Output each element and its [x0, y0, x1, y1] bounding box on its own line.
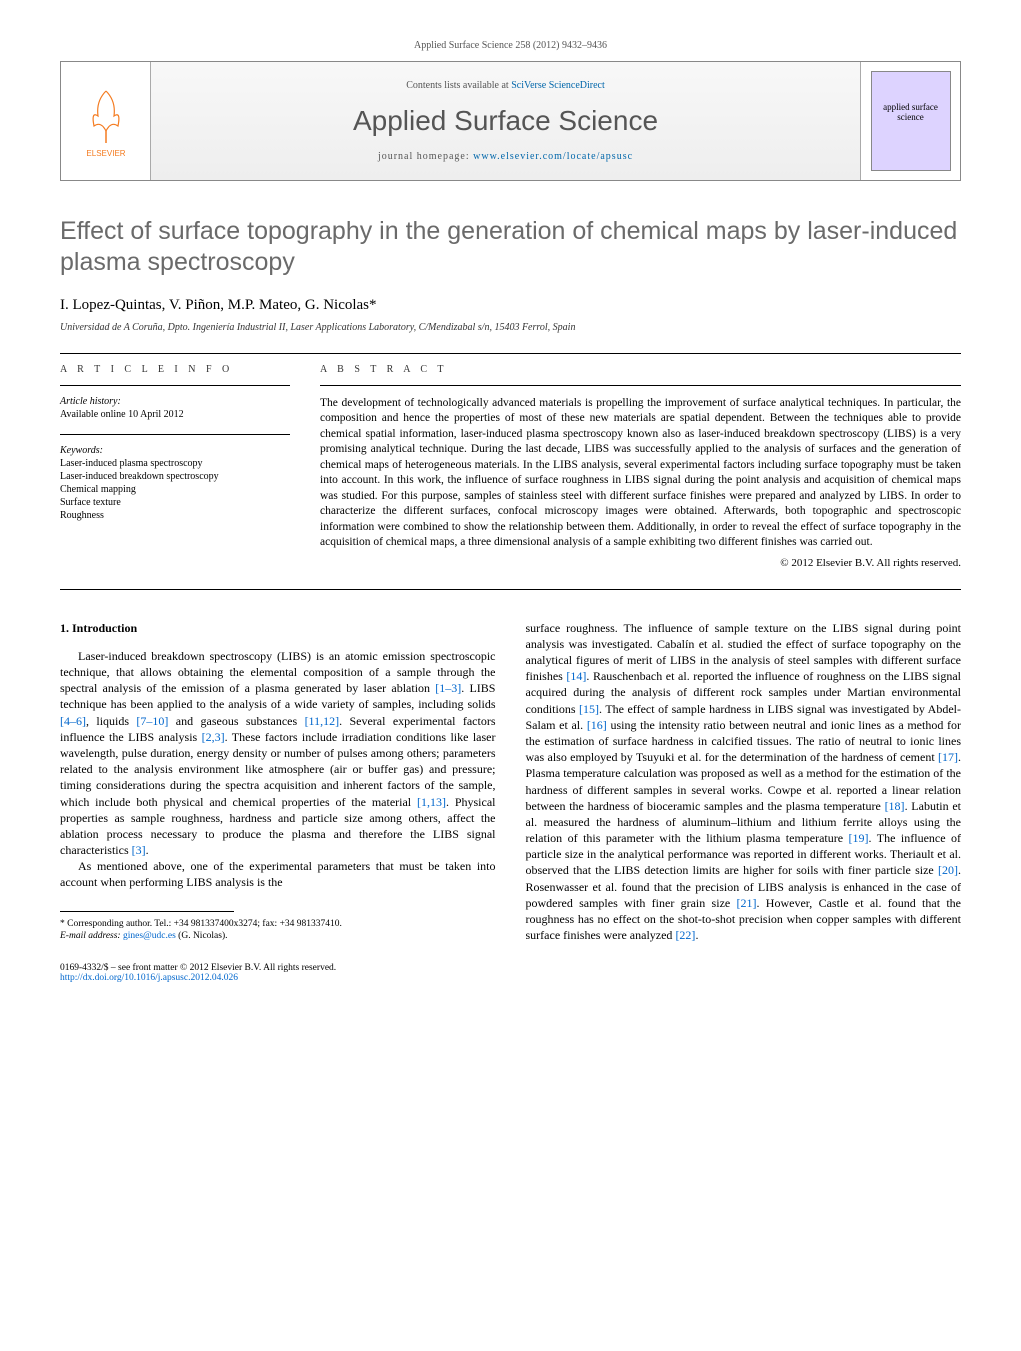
ref-link[interactable]: [1–3] — [435, 681, 461, 695]
front-matter-line: 0169-4332/$ – see front matter © 2012 El… — [60, 963, 961, 973]
keyword: Laser-induced plasma spectroscopy — [60, 458, 290, 469]
ref-link[interactable]: [15] — [579, 702, 599, 716]
ref-link[interactable]: [20] — [938, 863, 958, 877]
abstract-heading: A B S T R A C T — [320, 364, 961, 375]
homepage-link[interactable]: www.elsevier.com/locate/apsusc — [473, 151, 633, 162]
publisher-logo-box: ELSEVIER — [61, 62, 151, 180]
journal-title: Applied Surface Science — [353, 105, 658, 137]
journal-homepage-line: journal homepage: www.elsevier.com/locat… — [378, 151, 633, 162]
running-header: Applied Surface Science 258 (2012) 9432–… — [60, 40, 961, 51]
section-number: 1. — [60, 621, 69, 635]
ref-link[interactable]: [19] — [849, 831, 869, 845]
contents-prefix: Contents lists available at — [406, 80, 511, 91]
keywords-label: Keywords: — [60, 445, 290, 456]
history-available: Available online 10 April 2012 — [60, 409, 290, 420]
svg-text:ELSEVIER: ELSEVIER — [86, 149, 125, 158]
email-link[interactable]: gines@udc.es — [123, 931, 176, 941]
ref-link[interactable]: [4–6] — [60, 714, 86, 728]
cover-thumb-label: applied surface science — [872, 102, 950, 122]
abstract-copyright: © 2012 Elsevier B.V. All rights reserved… — [320, 557, 961, 569]
divider — [320, 385, 961, 386]
journal-masthead: ELSEVIER Contents lists available at Sci… — [60, 61, 961, 181]
ref-link[interactable]: [21] — [737, 896, 757, 910]
author-list: I. Lopez-Quintas, V. Piñon, M.P. Mateo, … — [60, 297, 961, 314]
ref-link[interactable]: [17] — [938, 750, 958, 764]
left-column: 1. Introduction Laser-induced breakdown … — [60, 620, 496, 944]
contents-available-line: Contents lists available at SciVerse Sci… — [406, 80, 605, 91]
ref-link[interactable]: [11,12] — [305, 714, 340, 728]
corresponding-marker: * — [369, 297, 377, 313]
divider — [60, 434, 290, 435]
footnote-contact: * Corresponding author. Tel.: +34 981337… — [60, 918, 496, 930]
cover-thumbnail-box: applied surface science — [860, 62, 960, 180]
abstract-text: The development of technologically advan… — [320, 396, 961, 551]
keyword: Laser-induced breakdown spectroscopy — [60, 471, 290, 482]
body-paragraph: Laser-induced breakdown spectroscopy (LI… — [60, 648, 496, 858]
elsevier-tree-icon: ELSEVIER — [76, 81, 136, 161]
corresponding-author-footnote: * Corresponding author. Tel.: +34 981337… — [60, 918, 496, 943]
section-heading: 1. Introduction — [60, 620, 496, 636]
masthead-center: Contents lists available at SciVerse Sci… — [151, 62, 860, 180]
ref-link[interactable]: [1,13] — [417, 795, 446, 809]
history-label: Article history: — [60, 396, 290, 407]
ref-link[interactable]: [14] — [566, 669, 586, 683]
affiliation: Universidad de A Coruña, Dpto. Ingenierí… — [60, 322, 961, 333]
footnote-divider — [60, 911, 234, 912]
divider — [60, 589, 961, 590]
section-title: Introduction — [72, 621, 137, 635]
article-info-column: A R T I C L E I N F O Article history: A… — [60, 364, 290, 569]
ref-link[interactable]: [2,3] — [202, 730, 225, 744]
article-info-heading: A R T I C L E I N F O — [60, 364, 290, 375]
authors-text: I. Lopez-Quintas, V. Piñon, M.P. Mateo, … — [60, 297, 369, 313]
doi-link[interactable]: http://dx.doi.org/10.1016/j.apsusc.2012.… — [60, 973, 238, 983]
keyword: Chemical mapping — [60, 484, 290, 495]
footnote-email-line: E-mail address: gines@udc.es (G. Nicolas… — [60, 930, 496, 942]
homepage-prefix: journal homepage: — [378, 151, 473, 162]
email-label: E-mail address: — [60, 931, 123, 941]
ref-link[interactable]: [22] — [675, 928, 695, 942]
ref-link[interactable]: [3] — [132, 843, 146, 857]
info-abstract-row: A R T I C L E I N F O Article history: A… — [60, 364, 961, 569]
right-column: surface roughness. The influence of samp… — [526, 620, 962, 944]
abstract-column: A B S T R A C T The development of techn… — [320, 364, 961, 569]
ref-link[interactable]: [16] — [587, 718, 607, 732]
ref-link[interactable]: [18] — [885, 799, 905, 813]
sciencedirect-link[interactable]: SciVerse ScienceDirect — [511, 80, 605, 91]
divider — [60, 385, 290, 386]
article-title: Effect of surface topography in the gene… — [60, 216, 961, 279]
page-footer: 0169-4332/$ – see front matter © 2012 El… — [60, 963, 961, 983]
keyword: Roughness — [60, 510, 290, 521]
keyword: Surface texture — [60, 497, 290, 508]
journal-cover-icon: applied surface science — [871, 71, 951, 171]
ref-link[interactable]: [7–10] — [136, 714, 168, 728]
email-suffix: (G. Nicolas). — [176, 931, 228, 941]
divider — [60, 353, 961, 354]
body-paragraph: As mentioned above, one of the experimen… — [60, 858, 496, 890]
body-columns: 1. Introduction Laser-induced breakdown … — [60, 620, 961, 944]
body-paragraph: surface roughness. The influence of samp… — [526, 620, 962, 944]
